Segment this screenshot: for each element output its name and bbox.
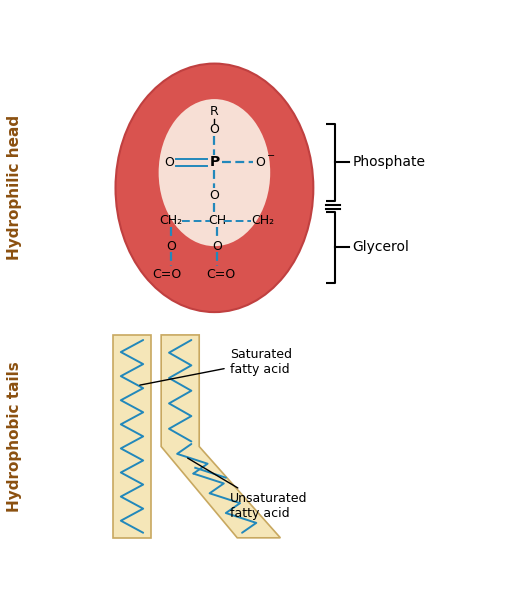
Ellipse shape	[158, 99, 270, 246]
Polygon shape	[161, 335, 280, 538]
Text: O: O	[163, 156, 174, 169]
Text: Saturated
fatty acid: Saturated fatty acid	[139, 348, 291, 385]
Text: O: O	[166, 240, 176, 253]
Text: Hydrophobic tails: Hydrophobic tails	[7, 361, 21, 512]
Text: Glycerol: Glycerol	[352, 241, 408, 255]
Text: P: P	[209, 155, 219, 169]
Bar	[113, 335, 151, 538]
Text: Phosphate: Phosphate	[352, 155, 425, 169]
Text: O: O	[209, 123, 219, 136]
Text: R: R	[210, 105, 218, 118]
Text: C=O: C=O	[206, 267, 235, 281]
Ellipse shape	[115, 63, 313, 312]
Text: −: −	[267, 152, 275, 161]
Text: Hydrophilic head: Hydrophilic head	[7, 115, 21, 261]
Text: O: O	[209, 189, 219, 202]
Text: C=O: C=O	[152, 267, 182, 281]
Text: Unsaturated
fatty acid: Unsaturated fatty acid	[187, 458, 306, 520]
Text: O: O	[212, 240, 221, 253]
Text: CH₂: CH₂	[250, 214, 274, 227]
Text: CH: CH	[208, 214, 225, 227]
Text: CH₂: CH₂	[159, 214, 183, 227]
Text: O: O	[254, 156, 265, 169]
